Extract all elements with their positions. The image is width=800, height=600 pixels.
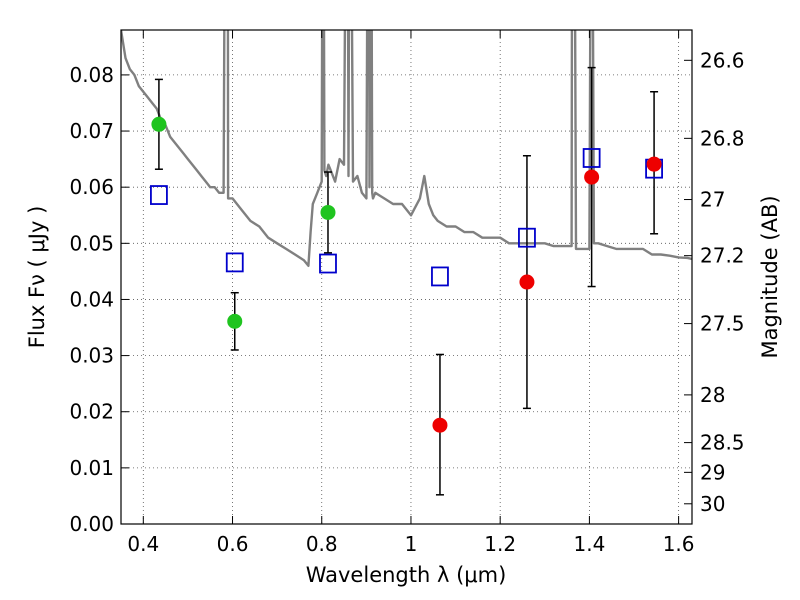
blue-square-marker: [582, 148, 601, 168]
y-tick-label: 0.07: [69, 119, 114, 143]
y2-tick-label: 28: [700, 383, 725, 407]
plot-frame: [120, 29, 693, 525]
blue-square-marker: [319, 253, 337, 274]
y-tick-label: 0.03: [69, 344, 114, 368]
green-circle-marker: [320, 204, 336, 220]
x-tick-label: 1: [405, 532, 418, 556]
y2-tick-label: 26.8: [700, 126, 745, 150]
green-circle-marker: [151, 116, 167, 132]
axis-ticks: 0.4 0.6 0.8 1 1.2 1.4 1.6 0.00 0.01 0.02 0.03 0.04 0…: [69, 30, 745, 556]
x-tick-label: 1.2: [484, 532, 516, 556]
y-axis-label: Flux Fν ( μJy ): [25, 206, 49, 349]
y-tick-label: 0.02: [69, 400, 114, 424]
x-tick-label: 1.6: [663, 532, 695, 556]
y-tick-label: 0.01: [69, 456, 114, 480]
green-circle-marker: [227, 313, 243, 329]
blue-square-marker: [518, 227, 536, 248]
red-circle-marker: [584, 169, 600, 185]
y2-tick-label: 27: [700, 188, 725, 212]
x-tick-label: 0.4: [127, 532, 159, 556]
blue-square-marker: [431, 266, 449, 287]
y-tick-label: 0.05: [69, 231, 114, 255]
y-tick-label: 0.06: [69, 175, 114, 199]
y-tick-label: 0.04: [69, 287, 114, 311]
model-spectrum: [121, 30, 692, 267]
y-tick-label: 0.00: [69, 512, 114, 536]
x-axis-label: Wavelength λ (μm): [306, 563, 507, 587]
blue-square-marker: [225, 252, 244, 273]
y2-tick-label: 28.5: [700, 431, 745, 455]
y2-tick-label: 29: [700, 460, 725, 484]
y-tick-label: 0.08: [69, 63, 114, 87]
y2-tick-label: 27.5: [700, 312, 745, 336]
y2-tick-label: 26.6: [700, 48, 745, 72]
red-circle-marker: [519, 274, 535, 290]
red-circle-marker: [432, 417, 448, 433]
red-circle-marker: [646, 156, 662, 172]
plot-background: [121, 30, 692, 524]
model-spectrum-line: [121, 30, 692, 267]
x-tick-label: 1.4: [573, 532, 605, 556]
y2-tick-label: 27.2: [700, 244, 745, 268]
x-tick-label: 0.8: [306, 532, 338, 556]
x-tick-label: 0.6: [217, 532, 249, 556]
blue-square-marker: [150, 185, 168, 205]
y2-axis-label: Magnitude (AB): [758, 195, 782, 358]
y2-tick-label: 30: [700, 492, 725, 516]
data-markers: [150, 116, 663, 433]
